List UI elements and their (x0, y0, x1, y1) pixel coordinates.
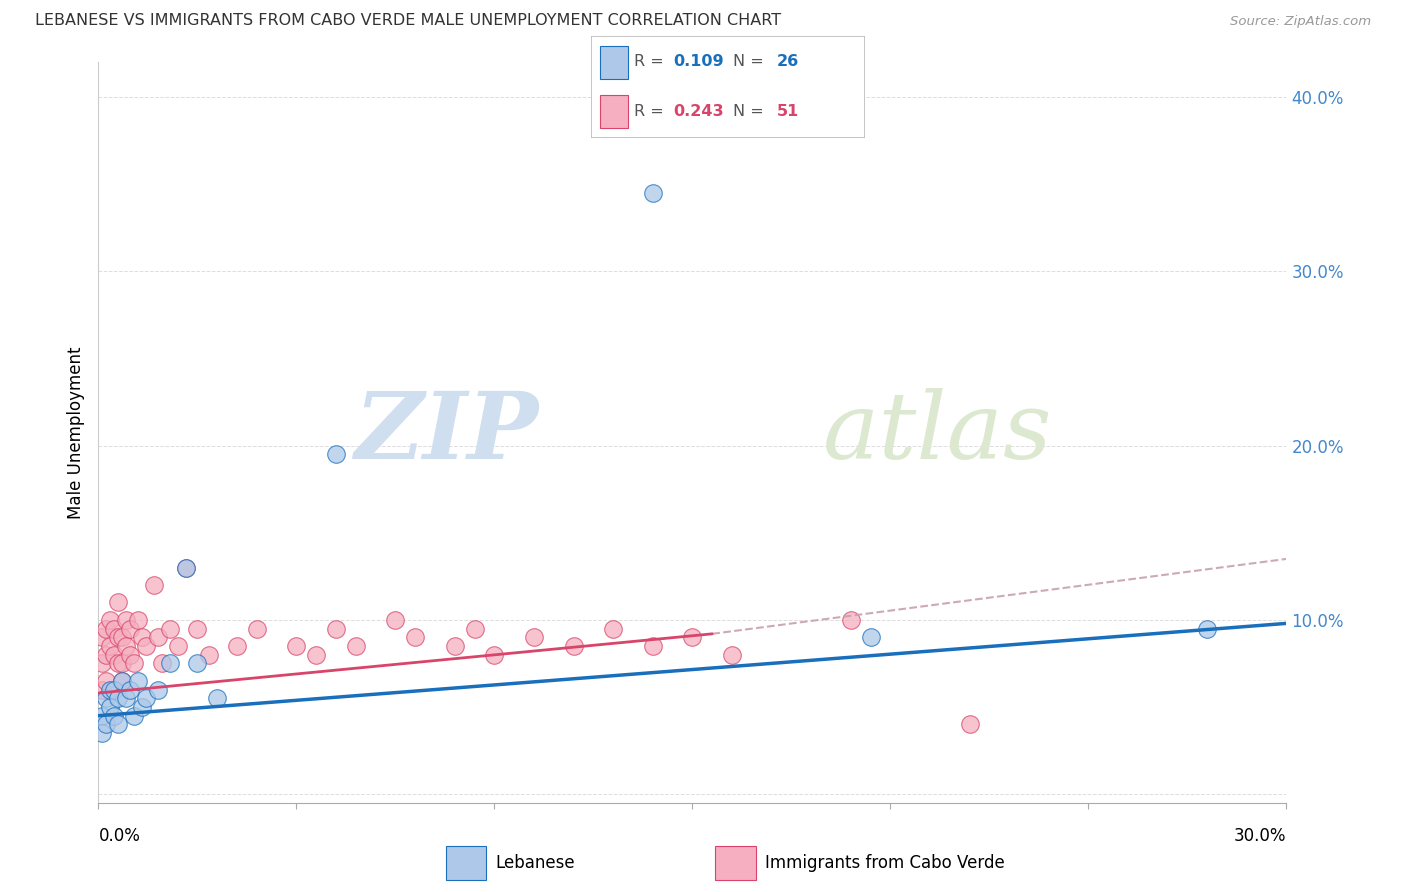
Point (146, 682, 169, 697)
Point (641, 639, 664, 653)
Point (127, 613, 149, 627)
Point (344, 639, 367, 653)
Point (98, 682, 121, 697)
Point (1197, 622, 1219, 636)
Point (115, 639, 138, 653)
Text: R =: R = (634, 103, 669, 119)
Point (107, 691, 129, 706)
Point (127, 673, 149, 688)
Point (107, 595, 129, 609)
Point (107, 657, 129, 671)
Point (107, 630, 129, 644)
Point (562, 639, 585, 653)
Point (464, 622, 486, 636)
Point (384, 613, 406, 627)
Point (103, 682, 125, 697)
Point (122, 708, 145, 723)
Text: 0.0%: 0.0% (98, 827, 141, 845)
Point (91, 708, 114, 723)
Text: 30.0%: 30.0% (1234, 827, 1286, 845)
Point (142, 578, 165, 592)
Text: 0.243: 0.243 (672, 103, 724, 119)
Point (859, 630, 882, 644)
FancyBboxPatch shape (600, 46, 627, 78)
Point (444, 639, 467, 653)
Point (159, 657, 181, 671)
Point (111, 657, 134, 671)
Point (96, 691, 118, 706)
Text: N =: N = (733, 103, 769, 119)
Point (198, 648, 221, 662)
FancyBboxPatch shape (716, 846, 755, 880)
Point (285, 639, 308, 653)
Point (404, 630, 426, 644)
Point (120, 622, 142, 636)
Point (839, 613, 862, 627)
Point (111, 673, 134, 688)
Point (91, 630, 114, 644)
FancyBboxPatch shape (600, 95, 627, 128)
Point (325, 447, 347, 461)
Point (523, 630, 546, 644)
Point (721, 648, 744, 662)
Point (115, 613, 138, 627)
Y-axis label: Male Unemployment: Male Unemployment (66, 346, 84, 519)
Point (135, 691, 157, 706)
Point (166, 639, 188, 653)
Point (959, 717, 981, 731)
Text: atlas: atlas (823, 388, 1053, 477)
Text: Lebanese: Lebanese (496, 854, 575, 872)
Point (115, 691, 138, 706)
Point (91, 657, 114, 671)
Point (159, 622, 181, 636)
Text: 0.109: 0.109 (672, 54, 724, 70)
Point (602, 622, 624, 636)
Point (91, 682, 114, 697)
Text: LEBANESE VS IMMIGRANTS FROM CABO VERDE MALE UNEMPLOYMENT CORRELATION CHART: LEBANESE VS IMMIGRANTS FROM CABO VERDE M… (35, 13, 782, 28)
Point (96, 673, 118, 688)
Point (681, 630, 703, 644)
Text: Immigrants from Cabo Verde: Immigrants from Cabo Verde (765, 854, 1005, 872)
Text: ZIP: ZIP (354, 388, 538, 477)
Text: 51: 51 (778, 103, 799, 119)
Point (131, 700, 153, 714)
Text: R =: R = (634, 54, 669, 70)
Text: N =: N = (733, 54, 769, 70)
Point (91, 726, 114, 740)
Point (96, 648, 118, 662)
Point (205, 691, 228, 706)
Point (484, 648, 506, 662)
Text: Source: ZipAtlas.com: Source: ZipAtlas.com (1230, 15, 1371, 28)
Text: 26: 26 (778, 54, 799, 70)
Point (174, 560, 197, 574)
Point (325, 622, 347, 636)
Point (122, 657, 145, 671)
Point (246, 622, 269, 636)
Point (103, 648, 125, 662)
FancyBboxPatch shape (591, 36, 865, 138)
Point (96, 717, 118, 731)
Point (98, 639, 121, 653)
Point (226, 639, 249, 653)
Point (131, 630, 153, 644)
Point (103, 708, 125, 723)
FancyBboxPatch shape (446, 846, 486, 880)
Point (120, 648, 142, 662)
Point (107, 717, 129, 731)
Point (98, 700, 121, 714)
Point (120, 682, 142, 697)
Point (146, 630, 169, 644)
Point (186, 622, 208, 636)
Point (135, 639, 157, 653)
Point (150, 657, 173, 671)
Point (111, 673, 134, 688)
Point (186, 657, 208, 671)
Point (96, 622, 118, 636)
Point (98, 613, 121, 627)
Point (305, 648, 328, 662)
Point (111, 630, 134, 644)
Point (641, 186, 664, 200)
Point (174, 560, 197, 574)
Point (103, 622, 125, 636)
